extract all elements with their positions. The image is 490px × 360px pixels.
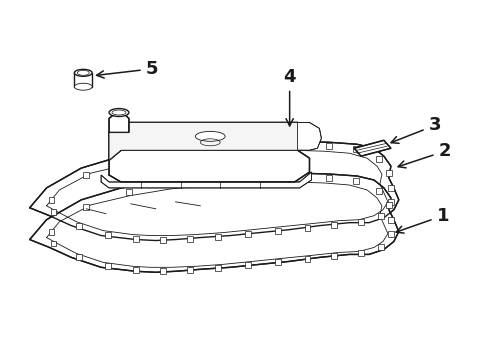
Polygon shape	[101, 172, 312, 188]
Ellipse shape	[74, 69, 92, 76]
Bar	[105, 231, 111, 238]
Bar	[305, 225, 311, 231]
Ellipse shape	[109, 109, 129, 117]
Polygon shape	[30, 173, 399, 272]
Bar	[105, 264, 111, 269]
Bar	[358, 251, 364, 256]
Polygon shape	[30, 141, 399, 240]
Bar	[133, 267, 139, 273]
Text: 3: 3	[391, 116, 441, 143]
Bar	[305, 256, 311, 262]
Bar	[126, 157, 132, 163]
Ellipse shape	[196, 131, 225, 141]
Bar	[376, 156, 382, 162]
Bar	[386, 202, 392, 208]
Bar	[83, 172, 89, 178]
Bar	[188, 267, 194, 273]
Bar	[331, 222, 337, 228]
Bar	[388, 217, 394, 223]
Polygon shape	[354, 140, 391, 156]
Bar	[50, 240, 56, 247]
Bar	[160, 268, 166, 274]
Bar	[215, 265, 221, 271]
Bar	[358, 219, 364, 225]
Bar	[245, 231, 251, 237]
Bar	[209, 176, 215, 182]
Polygon shape	[297, 122, 321, 150]
Bar	[378, 244, 384, 251]
Bar	[292, 141, 297, 147]
Bar	[215, 234, 221, 239]
Bar	[388, 231, 394, 237]
Bar	[83, 204, 89, 210]
Bar	[353, 178, 359, 184]
Bar	[188, 235, 194, 242]
Bar	[245, 262, 251, 268]
Bar	[326, 175, 332, 181]
Bar	[275, 228, 281, 234]
Bar	[74, 73, 92, 87]
Text: 1: 1	[396, 207, 449, 233]
Bar	[49, 229, 54, 235]
Bar	[251, 142, 257, 148]
Text: 5: 5	[97, 60, 158, 78]
Bar	[376, 188, 382, 194]
Polygon shape	[109, 150, 310, 182]
Ellipse shape	[77, 70, 89, 75]
Bar	[378, 213, 384, 219]
Bar	[331, 253, 337, 260]
Bar	[326, 143, 332, 149]
Bar	[209, 144, 215, 150]
Bar	[76, 223, 82, 229]
Bar	[49, 197, 54, 203]
Bar	[50, 209, 56, 215]
Bar	[168, 149, 173, 155]
Bar	[292, 173, 297, 179]
Bar	[168, 181, 173, 187]
Bar	[133, 235, 139, 242]
Bar	[251, 174, 257, 180]
Text: 2: 2	[398, 142, 451, 168]
Polygon shape	[109, 113, 129, 132]
Bar	[388, 185, 394, 191]
Polygon shape	[109, 122, 310, 160]
Polygon shape	[109, 122, 310, 160]
Text: 4: 4	[283, 68, 296, 126]
Ellipse shape	[74, 83, 92, 90]
Bar	[76, 255, 82, 260]
Bar	[275, 260, 281, 265]
Bar	[126, 189, 132, 195]
Bar	[353, 146, 359, 152]
Bar	[160, 237, 166, 243]
Bar	[388, 199, 394, 205]
Bar	[386, 170, 392, 176]
